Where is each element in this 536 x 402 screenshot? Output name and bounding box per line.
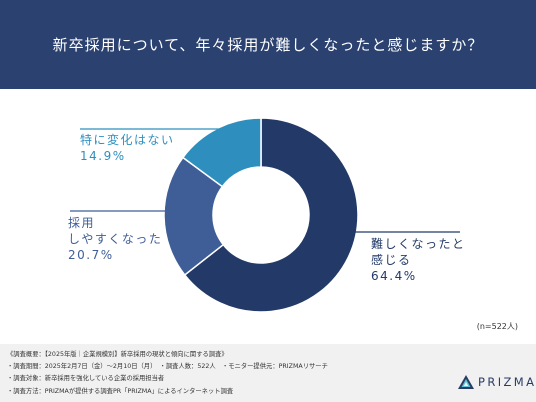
label-harder-value: 64.4%	[371, 269, 417, 283]
label-no-change: 特に変化はない 14.9%	[80, 132, 175, 164]
label-no-change-value: 14.9%	[80, 149, 126, 163]
header-banner: 新卒採用について、年々採用が難しくなったと感じますか？	[0, 0, 536, 89]
footer: 《調査概要：【2025年版｜企業規模別】新卒採用の現状と傾向に関する調査》 ・調…	[0, 344, 536, 402]
label-harder-line-1: 難しくなったと	[371, 237, 466, 251]
label-easier: 採用 しやすくなった 20.7%	[68, 215, 162, 263]
prizma-triangle-icon	[458, 375, 474, 389]
label-harder-line-2: 感じる	[371, 253, 412, 267]
label-easier-value: 20.7%	[68, 248, 114, 262]
logo-text: PRIZMA	[478, 375, 536, 389]
label-easier-line-2: しやすくなった	[68, 232, 163, 246]
survey-notes: 《調査概要：【2025年版｜企業規模別】新卒採用の現状と傾向に関する調査》 ・調…	[7, 349, 328, 398]
slice-harder	[183, 117, 359, 313]
label-easier-line-1: 採用	[68, 216, 96, 230]
slice-easier	[163, 156, 225, 276]
prizma-logo: PRIZMA	[458, 375, 536, 389]
note-line: ・調査対象：新卒採用を強化している企業の採用担当者	[7, 375, 165, 383]
label-no-change-line-1: 特に変化はない	[80, 133, 175, 147]
chart-area: 特に変化はない 14.9% 採用 しやすくなった 20.7% 難しくなったと 感…	[0, 89, 536, 344]
sample-size: (n=522人)	[476, 322, 518, 331]
chart-title: 新卒採用について、年々採用が難しくなったと感じますか？	[52, 36, 484, 54]
donut-chart	[70, 117, 460, 313]
slice-no-change	[181, 117, 262, 188]
note-line: 《調査概要：【2025年版｜企業規模別】新卒採用の現状と傾向に関する調査》	[7, 351, 228, 358]
note-line: ・調査期間：2025年2月7日（金）～2月10日（月） ・調査人数：522人 ・…	[7, 363, 328, 371]
note-line: ・調査方法：PRIZMAが提供する調査PR「PRIZMA」によるインターネット調…	[7, 387, 234, 395]
label-harder: 難しくなったと 感じる 64.4%	[371, 236, 466, 284]
